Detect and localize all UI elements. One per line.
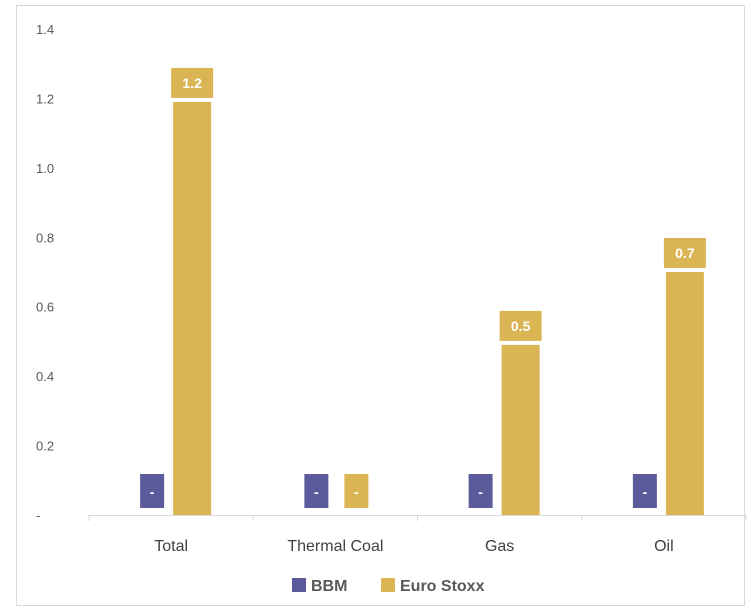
bar-euro-stoxx <box>173 101 212 516</box>
y-tick-label: 0.6 <box>36 300 54 315</box>
data-label: 0.7 <box>675 245 695 261</box>
data-label-box <box>171 67 214 98</box>
data-label: - <box>150 484 155 500</box>
data-label: - <box>314 484 319 500</box>
y-tick-label: 0.4 <box>36 369 54 384</box>
legend-swatch <box>292 578 306 592</box>
data-label-box <box>140 474 165 508</box>
data-label: - <box>643 484 648 500</box>
y-axis-ticks: - 0.2 0.4 0.6 0.8 1.0 1.2 1.4 <box>36 22 54 523</box>
x-category-label: Total <box>154 538 188 555</box>
data-label: 0.5 <box>511 318 531 334</box>
category-labels: Total Thermal Coal Gas Oil <box>154 538 673 555</box>
bar-euro-stoxx <box>665 272 704 515</box>
chart-frame <box>16 5 745 606</box>
data-label: 1.2 <box>182 75 202 91</box>
y-tick-label: 1.2 <box>36 91 54 106</box>
legend-label: BBM <box>311 578 347 595</box>
legend-swatch <box>381 578 395 592</box>
data-label-box <box>468 474 493 508</box>
data-label-box <box>663 238 706 268</box>
y-tick-label: 0.2 <box>36 439 54 454</box>
x-category-label: Thermal Coal <box>287 538 383 555</box>
data-label-box <box>632 474 657 508</box>
data-label: - <box>354 484 359 500</box>
y-tick-label: 1.4 <box>36 22 54 37</box>
data-label-box <box>499 310 542 341</box>
legend: BBM Euro Stoxx <box>292 578 485 595</box>
bars: - 1.2 - - - 0.5 - 0.7 <box>140 67 706 516</box>
data-label: - <box>478 484 483 500</box>
y-tick-label: 0.8 <box>36 230 54 245</box>
bar-euro-stoxx <box>501 344 540 515</box>
x-axis-tick-marks <box>88 515 747 521</box>
legend-label: Euro Stoxx <box>400 578 485 595</box>
data-label-box <box>344 474 369 508</box>
y-tick-label: - <box>36 508 40 523</box>
data-label-box <box>304 474 329 508</box>
x-category-label: Gas <box>485 538 514 555</box>
y-tick-label: 1.0 <box>36 161 54 176</box>
x-category-label: Oil <box>654 538 674 555</box>
